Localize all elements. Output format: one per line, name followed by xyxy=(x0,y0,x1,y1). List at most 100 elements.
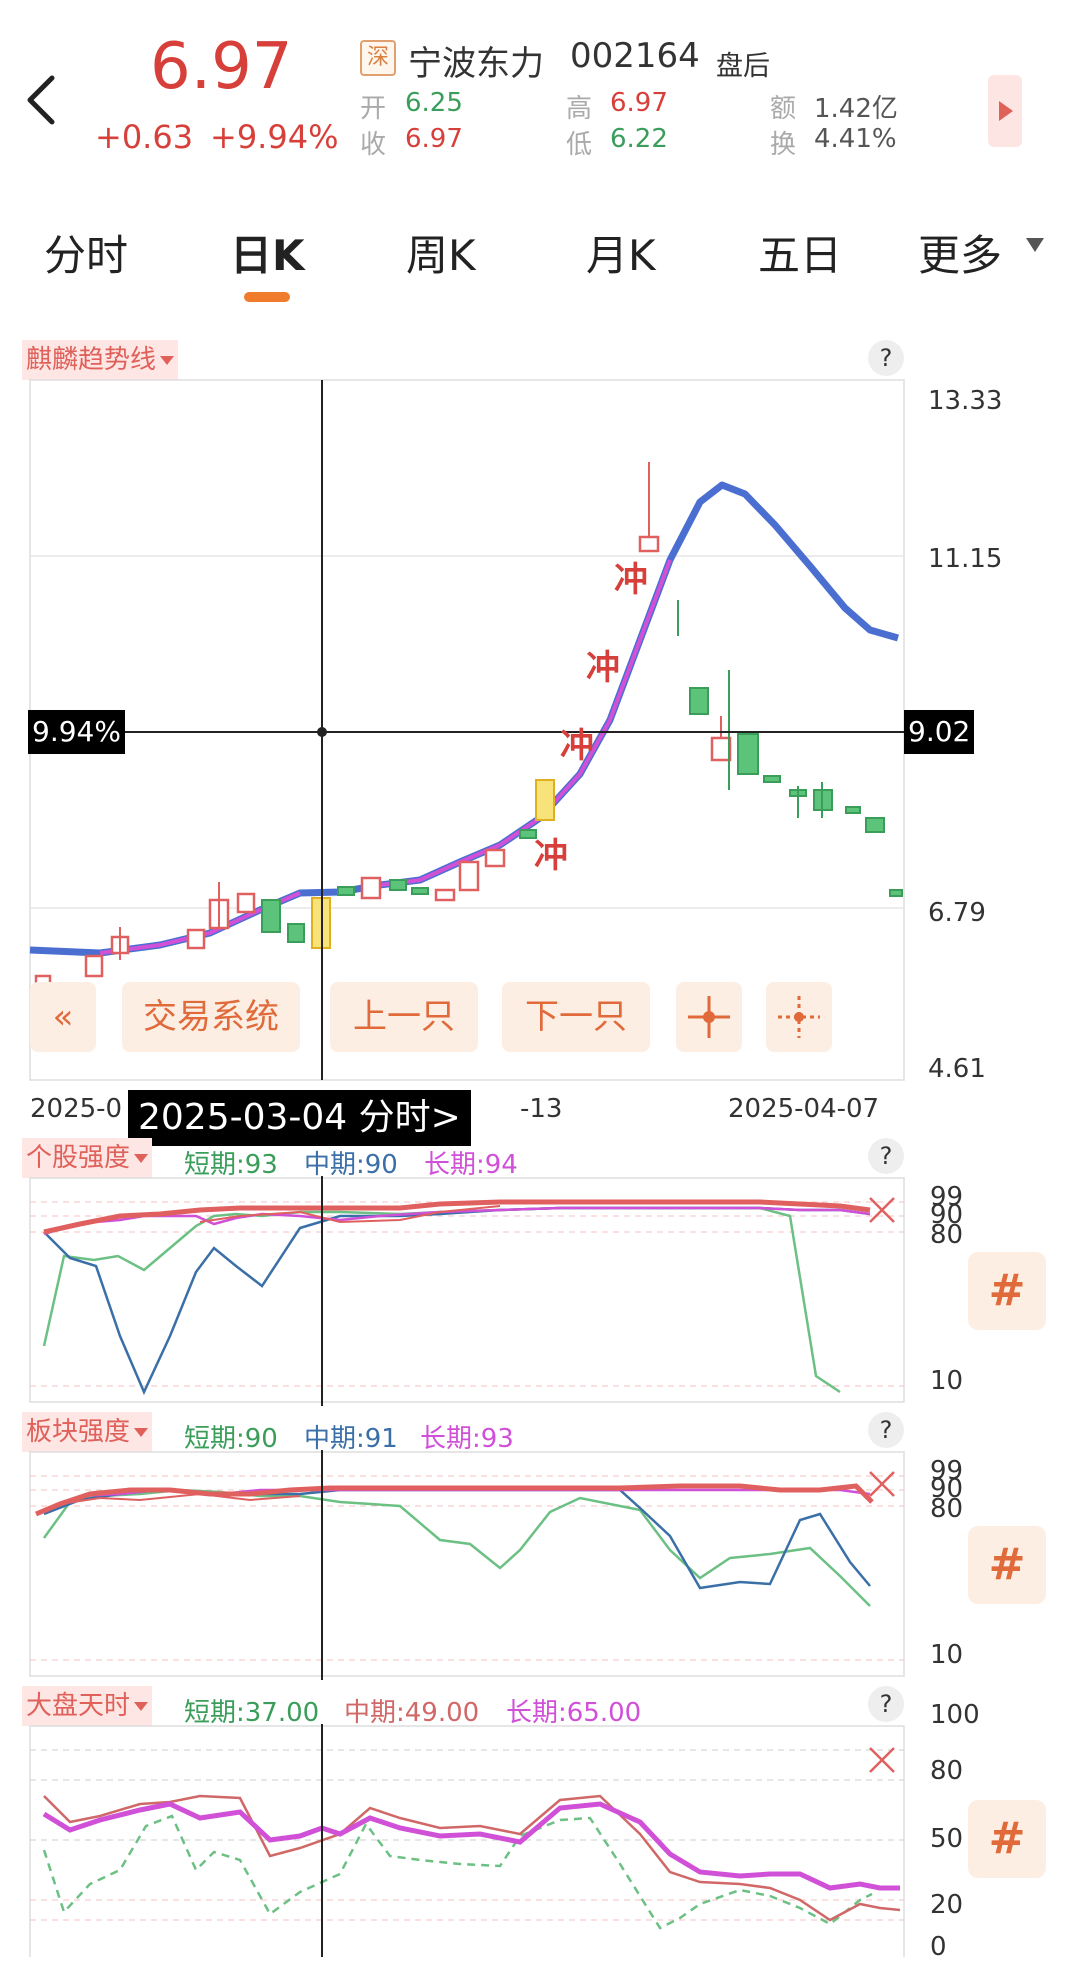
stock-strength-chart[interactable] xyxy=(0,1176,920,1406)
sector-strength-mid: 中期:91 xyxy=(304,1424,398,1454)
price-axis-label: 6.79 xyxy=(928,898,986,928)
tab-daily-k[interactable]: 日K xyxy=(230,231,305,280)
stock-name: 宁波东力 xyxy=(408,44,544,84)
timing-axis-label: 100 xyxy=(930,1700,980,1730)
play-icon xyxy=(999,101,1013,121)
stock-code: 002164 xyxy=(570,36,700,76)
crosshair-price-label: 9.02 xyxy=(904,710,975,754)
price-axis-label: 11.15 xyxy=(928,544,1003,574)
active-tab-indicator xyxy=(244,292,290,302)
strength-axis-label: 99 xyxy=(930,1182,964,1212)
quote-value-open: 6.25 xyxy=(405,88,463,118)
strength-axis-label: 90 xyxy=(930,1474,964,1504)
price-change: +0.63 xyxy=(95,118,194,156)
timing-axis-label: 20 xyxy=(930,1890,964,1920)
quote-label-high: 高 xyxy=(566,94,593,124)
close-icon xyxy=(869,1471,895,1497)
market-timing-selector[interactable]: 大盘天时 xyxy=(22,1686,153,1726)
rush-marker-2: 冲 xyxy=(586,648,620,688)
date-mid-label: -13 xyxy=(520,1094,563,1124)
sector-strength-chart[interactable] xyxy=(0,1450,920,1680)
market-timing-chart[interactable] xyxy=(0,1724,920,1957)
move-mode-button[interactable] xyxy=(766,982,832,1052)
help-icon[interactable]: ? xyxy=(868,1686,904,1722)
sector-strength-long: 长期:93 xyxy=(420,1424,514,1454)
dropdown-icon xyxy=(134,1428,149,1437)
price-axis-label: 4.61 xyxy=(928,1054,986,1084)
next-stock-button[interactable] xyxy=(988,75,1022,147)
next-stock-text-button[interactable]: 下一只 xyxy=(502,982,650,1052)
stock-strength-long: 长期:94 xyxy=(424,1150,518,1180)
timing-axis-label: 50 xyxy=(930,1824,964,1854)
rush-marker-1: 冲 xyxy=(614,560,648,600)
indicator-label: 麒麟趋势线 xyxy=(26,345,157,375)
timing-axis-label: 0 xyxy=(930,1932,947,1962)
sector-strength-short: 短期:90 xyxy=(184,1424,278,1454)
strength-axis-label: 90 xyxy=(930,1200,964,1230)
help-icon[interactable]: ? xyxy=(868,1412,904,1448)
rush-marker-3: 冲 xyxy=(560,726,594,766)
quote-value-close: 6.97 xyxy=(405,124,463,154)
hash-icon[interactable]: # xyxy=(968,1800,1046,1878)
strength-axis-label: 99 xyxy=(930,1456,964,1486)
quote-label-low: 低 xyxy=(566,130,593,160)
close-icon xyxy=(869,1197,895,1223)
tab-weekly-k[interactable]: 周K xyxy=(406,231,476,280)
strength-axis-label: 80 xyxy=(930,1494,964,1524)
strength-axis-label: 10 xyxy=(930,1366,964,1396)
rush-marker-4: 冲 xyxy=(534,836,568,876)
quote-value-low: 6.22 xyxy=(610,124,668,154)
dropdown-icon xyxy=(134,1702,149,1711)
previous-stock-button[interactable]: 上一只 xyxy=(330,982,478,1052)
tab-five-day[interactable]: 五日 xyxy=(758,231,843,280)
market-timing-mid: 中期:49.00 xyxy=(344,1698,480,1728)
tab-intraday[interactable]: 分时 xyxy=(44,231,129,280)
tab-more[interactable]: 更多 xyxy=(918,231,1003,280)
quote-label-open: 开 xyxy=(360,94,387,124)
quote-label-close: 收 xyxy=(360,130,387,160)
sector-strength-selector[interactable]: 板块强度 xyxy=(22,1412,153,1452)
quote-value-high: 6.97 xyxy=(610,88,668,118)
back-arrow-icon[interactable] xyxy=(22,70,62,130)
strength-axis-label: 10 xyxy=(930,1640,964,1670)
timing-axis-label: 80 xyxy=(930,1756,964,1786)
stock-strength-mid: 中期:90 xyxy=(304,1150,398,1180)
crosshair-date-tooltip[interactable]: 2025-03-04 分时> xyxy=(128,1090,471,1146)
market-timing-short: 短期:37.00 xyxy=(184,1698,320,1728)
stock-strength-selector[interactable]: 个股强度 xyxy=(22,1138,153,1178)
strength-axis-label: 80 xyxy=(930,1220,964,1250)
dropdown-icon xyxy=(160,356,175,365)
hash-icon[interactable]: # xyxy=(968,1526,1046,1604)
crosshair-pct-label: 9.94% xyxy=(28,710,125,754)
market-timing-long: 长期:65.00 xyxy=(506,1698,642,1728)
date-start-label: 2025-0 xyxy=(30,1094,123,1124)
move-icon xyxy=(778,996,820,1038)
chevron-down-icon xyxy=(1026,238,1044,252)
quote-value-turnover: 4.41% xyxy=(814,124,897,154)
candlesticks xyxy=(34,462,903,996)
date-end-label: 2025-04-07 xyxy=(728,1094,880,1124)
crosshair-icon xyxy=(688,996,730,1038)
market-timing-label: 大盘天时 xyxy=(26,1691,131,1721)
help-icon[interactable]: ? xyxy=(868,340,904,376)
collapse-left-button[interactable]: « xyxy=(30,982,96,1052)
quote-label-turnover: 换 xyxy=(770,130,797,160)
close-icon xyxy=(869,1747,895,1773)
indicator-selector[interactable]: 麒麟趋势线 xyxy=(22,340,179,380)
market-status: 盘后 xyxy=(716,51,770,82)
quote-value-amount: 1.42亿 xyxy=(814,94,898,124)
crosshair-toggle-button[interactable] xyxy=(676,982,742,1052)
sector-strength-label: 板块强度 xyxy=(26,1417,131,1447)
help-icon[interactable]: ? xyxy=(868,1138,904,1174)
price-axis-label: 13.33 xyxy=(928,386,1003,416)
stock-strength-label: 个股强度 xyxy=(26,1143,131,1173)
current-price: 6.97 xyxy=(150,30,293,104)
hash-icon[interactable]: # xyxy=(968,1252,1046,1330)
stock-strength-short: 短期:93 xyxy=(184,1150,278,1180)
trade-system-button[interactable]: 交易系统 xyxy=(122,982,300,1052)
tab-monthly-k[interactable]: 月K xyxy=(586,231,656,280)
dropdown-icon xyxy=(134,1154,149,1163)
exchange-badge: 深 xyxy=(360,40,396,76)
quote-label-amount: 额 xyxy=(770,94,797,124)
price-change-pct: +9.94% xyxy=(210,118,339,156)
